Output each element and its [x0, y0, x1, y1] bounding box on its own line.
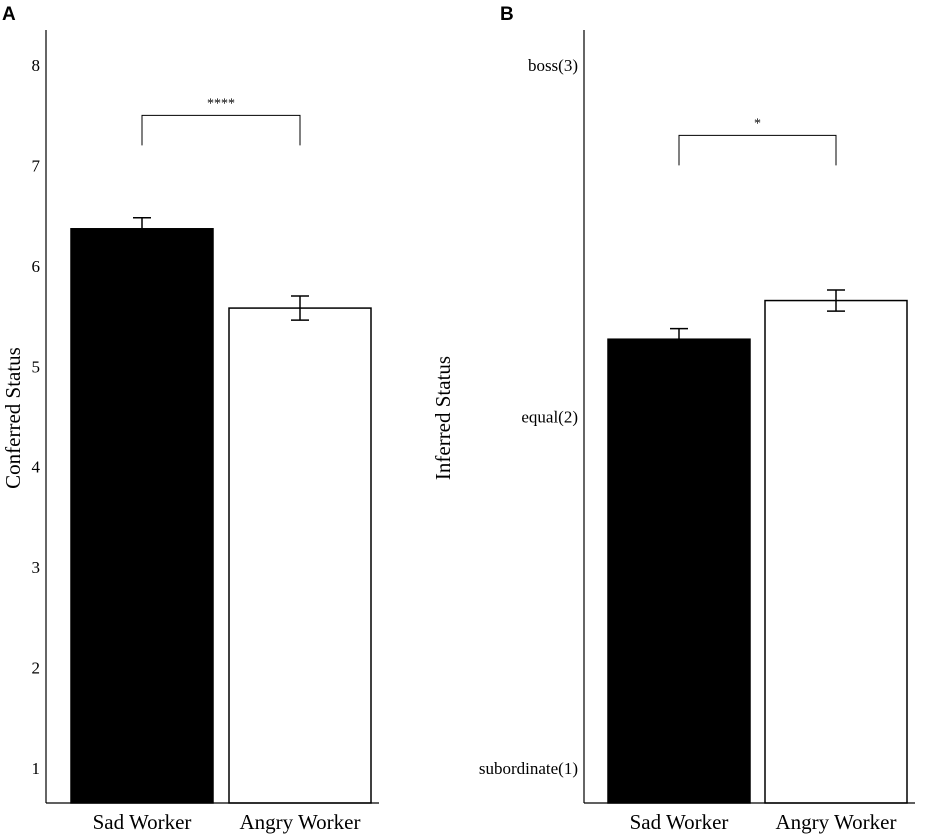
bar-sad-worker: [607, 338, 751, 804]
significance-label: *: [754, 116, 761, 131]
chart-panel-b: B Inferred Status subordinate(1) equal(2) bo…: [431, 4, 915, 834]
significance-label: ****: [207, 96, 235, 111]
y-tick-label: 7: [32, 157, 41, 176]
y-tick-label: equal(2): [521, 408, 578, 427]
chart-panel-a: A Conferred Status 1 2 3 4 5 6 7 8 Sad Worker Angry…: [1, 4, 379, 834]
y-tick-label: 2: [32, 658, 41, 677]
error-bar: [827, 289, 845, 312]
bar-angry-worker: [228, 307, 372, 804]
y-tick-label: 8: [32, 56, 41, 75]
y-axis-title: Inferred Status: [431, 356, 455, 480]
bar-angry-worker: [764, 299, 908, 804]
x-category-label: Sad Worker: [93, 810, 192, 834]
x-category-label: Sad Worker: [630, 810, 729, 834]
y-tick-label: subordinate(1): [479, 759, 578, 778]
y-tick-label: boss(3): [528, 56, 578, 75]
error-bar: [670, 327, 688, 351]
bar-sad-worker: [70, 228, 214, 804]
x-category-label: Angry Worker: [240, 810, 361, 834]
y-tick-label: 3: [32, 558, 41, 577]
significance-bracket: [678, 134, 837, 166]
y-tick-label: 4: [32, 458, 41, 477]
x-category-label: Angry Worker: [776, 810, 897, 834]
error-bar: [133, 216, 151, 241]
y-tick-label: 5: [32, 357, 41, 376]
y-tick-label: 6: [32, 257, 41, 276]
panel-label: B: [500, 4, 514, 25]
panel-label: A: [2, 4, 16, 25]
y-tick-label: 1: [32, 759, 41, 778]
y-axis-title: Conferred Status: [1, 347, 25, 489]
error-bar: [291, 295, 309, 321]
significance-bracket: [141, 114, 301, 146]
